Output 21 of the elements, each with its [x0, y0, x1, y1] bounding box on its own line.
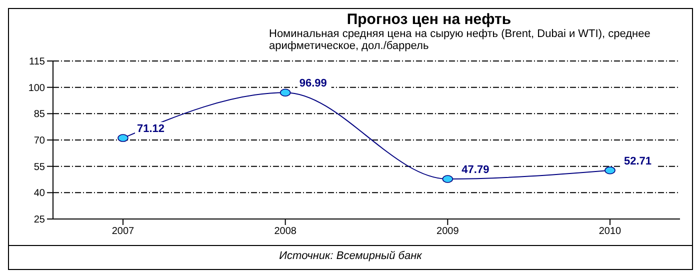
x-tick-label: 2010	[598, 226, 622, 238]
y-tick-label: 115	[29, 56, 46, 68]
data-label: 71.12	[137, 123, 165, 136]
point	[118, 134, 128, 142]
y-tick-label: 25	[34, 214, 46, 226]
y-tick-label: 70	[34, 136, 46, 147]
chart-subtitle: Номинальная средняя цена на сырую нефть (Brent, Dubai и WTI), среднее арифметическое, дол./баррель	[269, 28, 652, 52]
point	[280, 88, 291, 97]
data-label: 96.99	[299, 78, 327, 90]
text: Источник: Всемирный банк	[278, 250, 423, 262]
x-tick-label: 2009	[436, 226, 460, 238]
y-tick-label: 55	[34, 162, 46, 173]
x-tick-label: 2007	[112, 226, 135, 238]
chart-title: Прогноз цен на нефть	[346, 11, 512, 28]
y-tick-label: 40	[34, 188, 46, 200]
point	[604, 166, 616, 174]
y-tick-label: 100	[28, 82, 46, 94]
data-label: 47.79	[462, 164, 490, 176]
y-tick-label: 85	[34, 109, 46, 120]
data-label: 52.71	[624, 155, 652, 168]
x-tick-label: 2008	[274, 226, 297, 238]
